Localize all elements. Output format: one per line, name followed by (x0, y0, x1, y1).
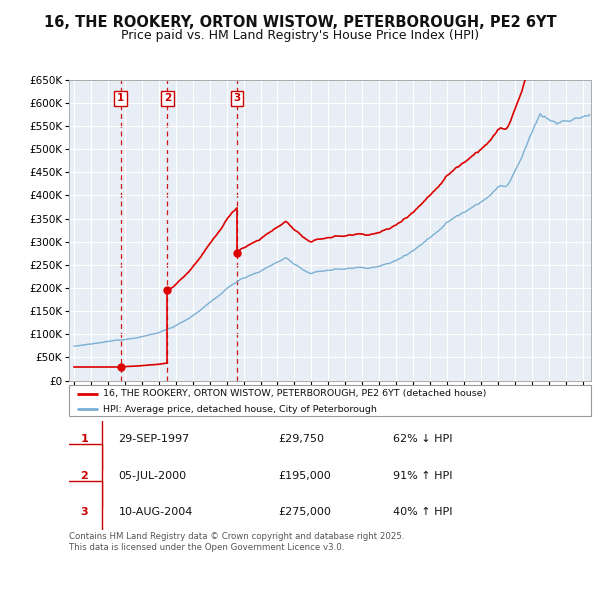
Text: 16, THE ROOKERY, ORTON WISTOW, PETERBOROUGH, PE2 6YT: 16, THE ROOKERY, ORTON WISTOW, PETERBORO… (44, 15, 556, 30)
Text: Price paid vs. HM Land Registry's House Price Index (HPI): Price paid vs. HM Land Registry's House … (121, 30, 479, 42)
FancyBboxPatch shape (67, 481, 102, 543)
Text: 1: 1 (80, 434, 88, 444)
Text: £275,000: £275,000 (278, 507, 331, 517)
Text: 2: 2 (164, 93, 171, 103)
FancyBboxPatch shape (69, 385, 591, 416)
Text: 3: 3 (233, 93, 241, 103)
Text: HPI: Average price, detached house, City of Peterborough: HPI: Average price, detached house, City… (103, 405, 377, 414)
Text: 3: 3 (80, 507, 88, 517)
FancyBboxPatch shape (67, 444, 102, 507)
Text: £29,750: £29,750 (278, 434, 324, 444)
Text: 2: 2 (80, 471, 88, 480)
Text: 40% ↑ HPI: 40% ↑ HPI (392, 507, 452, 517)
Text: £195,000: £195,000 (278, 471, 331, 480)
Text: Contains HM Land Registry data © Crown copyright and database right 2025.
This d: Contains HM Land Registry data © Crown c… (69, 532, 404, 552)
Text: 29-SEP-1997: 29-SEP-1997 (119, 434, 190, 444)
Text: 05-JUL-2000: 05-JUL-2000 (119, 471, 187, 480)
FancyBboxPatch shape (67, 408, 102, 470)
Text: 10-AUG-2004: 10-AUG-2004 (119, 507, 193, 517)
Text: 62% ↓ HPI: 62% ↓ HPI (392, 434, 452, 444)
Text: 91% ↑ HPI: 91% ↑ HPI (392, 471, 452, 480)
Text: 16, THE ROOKERY, ORTON WISTOW, PETERBOROUGH, PE2 6YT (detached house): 16, THE ROOKERY, ORTON WISTOW, PETERBORO… (103, 389, 487, 398)
Text: 1: 1 (117, 93, 124, 103)
